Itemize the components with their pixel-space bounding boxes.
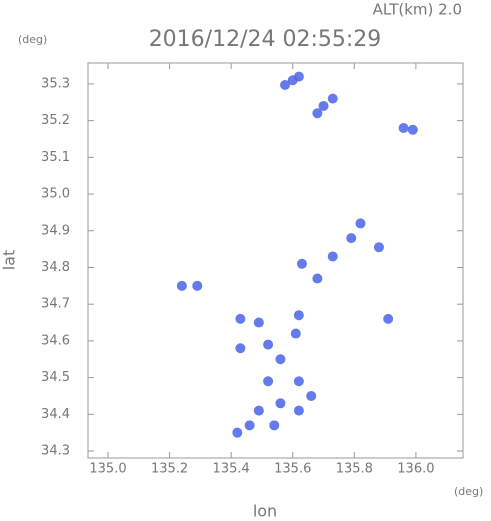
echo-point: [244, 420, 255, 431]
chart-title: 2016/12/24 02:55:29: [149, 27, 382, 52]
echo-point: [293, 405, 304, 416]
echo-point: [306, 390, 317, 401]
y-axis-title: lat: [0, 250, 19, 271]
x-tick-label: 135.0: [89, 462, 126, 477]
y-tick-label: 35.1: [41, 150, 70, 165]
x-tick-label: 135.2: [151, 462, 188, 477]
x-tick-label: 135.4: [213, 462, 250, 477]
echo-point: [275, 354, 286, 365]
y-tick-label: 34.5: [41, 370, 70, 385]
echo-point: [232, 427, 243, 438]
echo-point: [296, 258, 307, 269]
y-tick-label: 34.6: [41, 333, 70, 348]
y-tick-label: 34.8: [41, 260, 70, 275]
x-tick-label: 135.8: [336, 462, 373, 477]
y-unit: (deg): [18, 33, 47, 46]
echo-point: [263, 339, 274, 350]
echo-point: [355, 218, 366, 229]
plot-frame: [87, 62, 464, 459]
echo-point: [275, 398, 286, 409]
echo-point: [293, 310, 304, 321]
x-unit: (deg): [454, 485, 483, 498]
echo-point: [318, 100, 329, 111]
echo-point: [293, 71, 304, 82]
x-tick-label: 136.0: [397, 462, 434, 477]
echo-point: [253, 405, 264, 416]
echo-point: [327, 93, 338, 104]
echo-point: [373, 242, 384, 253]
echo-point: [235, 343, 246, 354]
echo-point: [327, 251, 338, 262]
echo-point: [253, 317, 264, 328]
echo-point: [290, 328, 301, 339]
echo-point: [312, 108, 323, 119]
y-tick-label: 35.0: [41, 187, 70, 202]
echo-point: [176, 280, 187, 291]
y-tick-label: 34.3: [41, 444, 70, 459]
echo-point: [293, 376, 304, 387]
echo-point: [269, 420, 280, 431]
echo-point: [346, 233, 357, 244]
x-axis-title: lon: [253, 502, 277, 521]
y-tick-label: 34.7: [41, 297, 70, 312]
echo-point: [280, 80, 291, 91]
y-tick-label: 35.2: [41, 113, 70, 128]
y-tick-label: 35.3: [41, 76, 70, 91]
echo-point: [407, 124, 418, 135]
echo-point: [312, 273, 323, 284]
echo-point: [263, 376, 274, 387]
x-tick-label: 135.6: [274, 462, 311, 477]
echo-point: [192, 280, 203, 291]
echo-point: [235, 313, 246, 324]
y-tick-label: 34.9: [41, 223, 70, 238]
echo-point: [398, 122, 409, 133]
echo-point: [383, 313, 394, 324]
altitude-label: ALT(km) 2.0: [373, 1, 462, 19]
y-tick-label: 34.4: [41, 407, 70, 422]
